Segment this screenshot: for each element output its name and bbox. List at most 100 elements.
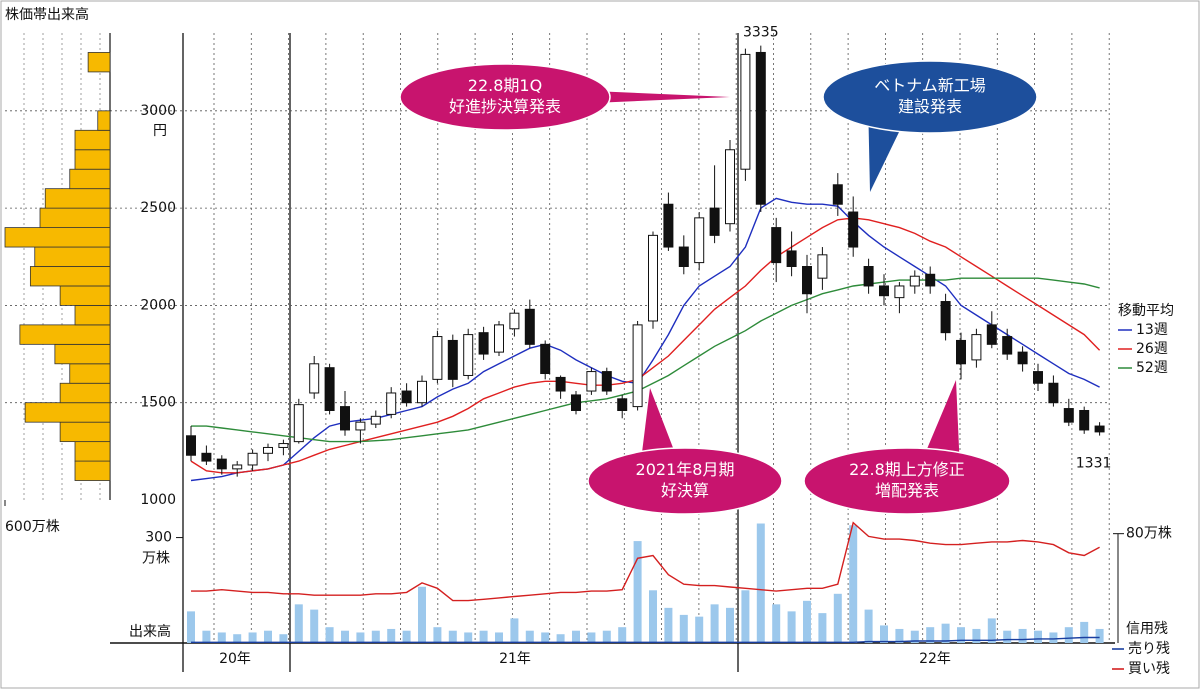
volume-bar xyxy=(402,630,411,643)
hist-bar xyxy=(24,402,111,423)
candle-body xyxy=(263,446,273,454)
volume-bar xyxy=(833,593,842,643)
x-tick-label: 20年 xyxy=(219,651,251,667)
candle-body xyxy=(386,392,397,415)
volume-bar xyxy=(279,634,288,643)
candle-body xyxy=(370,415,381,425)
volume-bar xyxy=(726,607,734,643)
legend-label: 買い残 xyxy=(1128,661,1170,677)
volume-bar xyxy=(1018,628,1027,643)
candle-body xyxy=(740,53,751,170)
candle-body xyxy=(509,312,520,330)
legend-title: 移動平均 xyxy=(1118,303,1174,319)
candle-body xyxy=(355,421,366,431)
volume-bar xyxy=(880,625,888,643)
candle-body xyxy=(1048,382,1059,404)
candle-body xyxy=(417,380,427,404)
candle-body xyxy=(216,458,227,470)
candle-body xyxy=(586,371,597,392)
volume-bar xyxy=(664,607,673,643)
candle-body xyxy=(771,227,782,264)
volume-bar xyxy=(741,590,750,643)
callout-text: 22.8期上方修正 xyxy=(849,460,965,479)
y-unit: 円 xyxy=(153,123,167,139)
labels: 1000 1500 2000 2500 3000 円 20年 21年 22年 13週 26週 52週 移… xyxy=(5,6,1174,677)
candle-body xyxy=(1079,409,1090,431)
volume-bar xyxy=(972,628,981,643)
candle-body xyxy=(540,343,551,375)
candle-body xyxy=(463,334,474,376)
volume-bar xyxy=(710,604,719,643)
legend-label: 26週 xyxy=(1136,341,1168,357)
volume-bar xyxy=(957,627,965,643)
max-label: 3335 xyxy=(743,25,779,41)
volume-bar xyxy=(695,616,704,643)
hist-bar xyxy=(74,460,111,481)
ma-line xyxy=(190,217,1101,474)
volume-bar xyxy=(418,586,426,643)
volume-bar xyxy=(187,611,195,643)
candle-body xyxy=(232,464,243,470)
hist-bar xyxy=(4,227,111,248)
volume-bar xyxy=(1034,630,1042,643)
candle-body xyxy=(678,246,689,268)
volume-bar xyxy=(387,628,396,643)
volume-bar xyxy=(772,604,781,643)
volume-bar xyxy=(618,627,627,643)
volume-bar xyxy=(233,634,242,643)
candle-body xyxy=(894,285,905,299)
callout-text: 増配発表 xyxy=(875,481,939,500)
candle-body xyxy=(1063,408,1074,423)
candle-body xyxy=(571,394,581,411)
volume-bar xyxy=(587,632,596,643)
volume-bar xyxy=(310,609,319,643)
hist-bar xyxy=(69,168,111,190)
y2-tick-label: 80万株 xyxy=(1126,526,1172,542)
volume-bar xyxy=(541,632,550,643)
volume-bar xyxy=(572,630,580,643)
hist-bar xyxy=(44,188,111,209)
volume-bar xyxy=(1080,621,1089,643)
y-unit: 万株 xyxy=(142,551,170,567)
volume-bar xyxy=(895,628,904,643)
y-tick-label: 300 xyxy=(145,530,172,546)
volume-bar xyxy=(849,525,858,643)
volume-bar xyxy=(356,632,365,643)
hist-bar xyxy=(59,382,111,404)
min-label: 1331 xyxy=(1076,456,1112,472)
candle-body xyxy=(1017,351,1028,365)
candle-body xyxy=(1002,336,1013,355)
hist-bar xyxy=(97,110,111,131)
volume-bar xyxy=(1064,627,1073,643)
candle-body xyxy=(340,406,350,431)
volume-bar xyxy=(1003,630,1012,643)
volume-bar xyxy=(525,630,534,643)
volume-bar xyxy=(325,627,334,643)
hist-title: 株価帯出来高 xyxy=(5,6,89,23)
hist-bar xyxy=(34,246,111,267)
volume-bar xyxy=(649,590,657,643)
legend-label: 52週 xyxy=(1136,360,1168,376)
hist-bar xyxy=(59,285,111,306)
volume-bar xyxy=(941,623,950,643)
candle-body xyxy=(247,452,258,466)
callout-pointer xyxy=(586,90,730,104)
volume-bar xyxy=(248,632,257,643)
volume-bar xyxy=(479,630,488,643)
callout: 22.8期1Q 好進捗決算発表 xyxy=(399,63,730,131)
volume-bar xyxy=(556,634,565,643)
hist-bar xyxy=(39,207,111,228)
volume-bar xyxy=(756,523,765,643)
candle-body xyxy=(663,203,674,248)
candle-body xyxy=(786,250,797,268)
volume-bar xyxy=(433,627,442,643)
candle-body xyxy=(940,301,951,334)
hist-bar xyxy=(74,441,111,462)
volume-bar xyxy=(987,618,996,643)
volume-bar xyxy=(602,630,611,643)
candle-body xyxy=(863,266,874,287)
volume-bar xyxy=(787,611,796,643)
